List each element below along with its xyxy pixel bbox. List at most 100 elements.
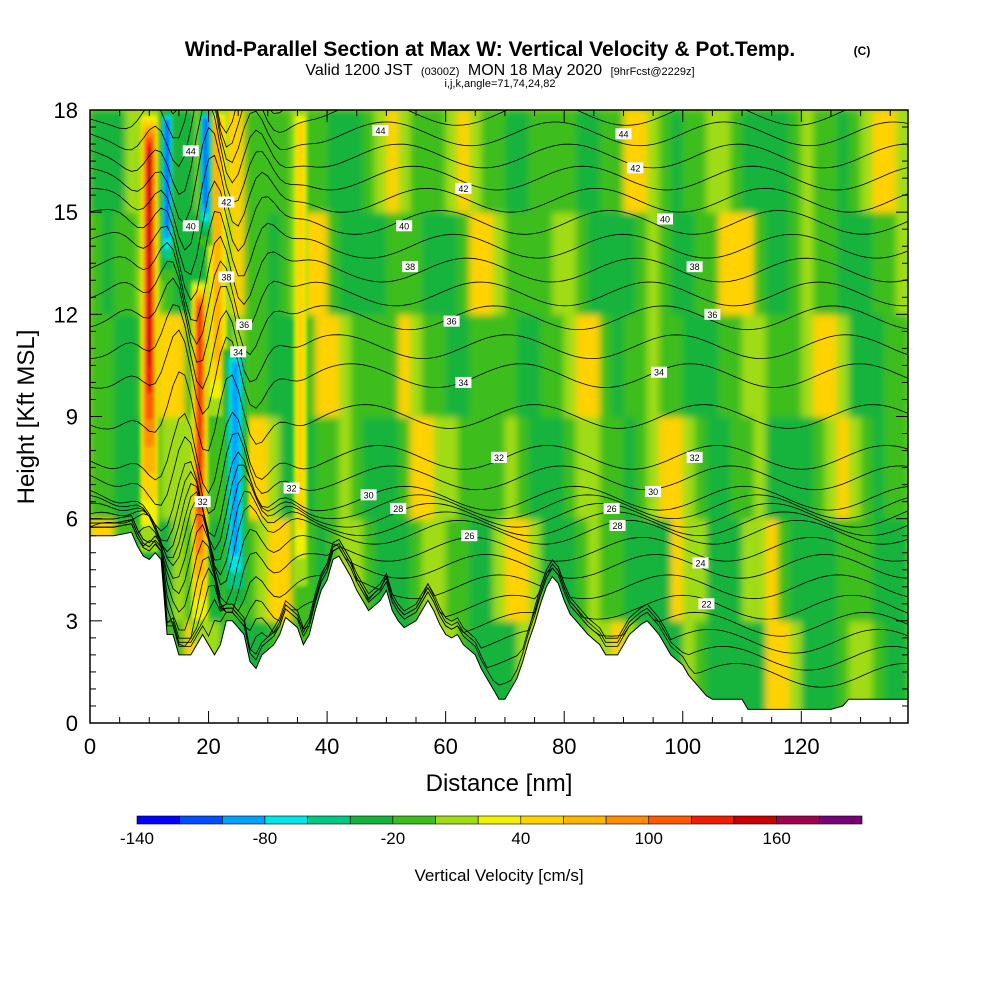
chart-title-mark: (C) [854,44,871,58]
velocity-band [386,416,399,520]
y-axis-label: Height [Kft MSL] [13,330,40,505]
velocity-band [421,110,435,213]
contour-label: 32 [194,496,211,508]
velocity-band [718,314,731,418]
x-tick-label: 100 [664,734,701,759]
velocity-band [576,110,589,213]
isentrope-line [90,304,908,390]
isentrope-line [90,371,908,452]
velocity-band [813,416,826,520]
velocity-band [528,110,542,213]
velocity-band [611,212,625,315]
velocity-band [172,110,186,213]
velocity-band [730,314,743,418]
velocity-band [493,314,506,418]
velocity-band [576,212,589,315]
colorbar-swatch [691,815,735,825]
contour-label-text: 44 [186,146,196,156]
contour-label-text: 44 [375,126,385,136]
velocity-band [445,314,459,418]
velocity-band [315,314,328,418]
isentrope-line [90,110,908,168]
velocity-band [552,314,565,418]
contour-label-bg [218,271,235,283]
velocity-band [742,416,755,520]
velocity-band [659,314,672,418]
velocity-band [244,212,257,315]
contour-label: 36 [443,315,460,327]
velocity-band [730,518,743,622]
velocity-band [587,212,601,315]
velocity-band [860,110,874,213]
velocity-band [706,212,719,315]
velocity-band [125,314,139,418]
velocity-band [730,620,743,723]
contour-label: 32 [491,451,507,463]
velocity-band [860,620,874,723]
y-tick-label: 15 [54,200,78,225]
velocity-band [374,212,387,315]
velocity-band [125,416,139,520]
colorbar-swatch [776,815,820,825]
velocity-band [765,314,779,418]
contour-label-bg [455,182,472,194]
velocity-band [789,212,802,315]
velocity-band [718,212,731,315]
velocity-band [362,212,376,315]
velocity-band [670,416,684,520]
isentrope-line [90,497,908,586]
velocity-band [884,212,897,315]
velocity-band [730,212,743,315]
velocity-band [421,416,435,520]
velocity-band [635,110,648,213]
colorbar-swatch [264,815,308,825]
velocity-band [552,212,565,315]
isentrope-line [90,515,908,613]
velocity-band [647,110,660,213]
velocity-band [742,110,755,213]
contour-label-bg [651,366,668,378]
velocity-band [848,110,862,213]
velocity-band [682,416,696,520]
colorbar-swatch [221,815,266,825]
isentrope-line [90,519,908,631]
x-tick-label: 120 [783,734,820,759]
velocity-band [255,110,269,213]
contour-label-bg [627,162,644,174]
velocity-band [694,518,708,622]
velocity-band [884,416,897,520]
velocity-band [576,416,589,520]
contour-label: 40 [396,220,413,232]
velocity-band [730,416,743,520]
velocity-band [670,314,684,418]
velocity-band [742,314,755,418]
velocity-band [682,110,696,213]
velocity-band [90,110,103,213]
velocity-band [659,212,672,315]
velocity-band [172,518,186,622]
velocity-band [848,620,862,723]
contour-label-bg [182,220,199,232]
downdraft-core-2 [203,118,208,206]
colorbar-swatch [819,815,863,825]
contour-label: 28 [390,502,407,514]
velocity-band [647,314,660,418]
velocity-band [564,110,577,213]
x-axis: 0 20 40 60 80 100 120 [84,110,891,759]
isentrope-line [90,235,908,322]
x-tick-label: 0 [84,734,96,759]
velocity-band [516,518,530,622]
velocity-band [362,314,376,418]
velocity-band [587,518,601,622]
contour-label-bg [218,196,235,208]
velocity-band [647,518,660,622]
velocity-band [113,110,127,213]
contour-label: 42 [218,196,235,208]
velocity-band [481,212,494,315]
velocity-band [267,212,281,315]
velocity-band [813,518,826,622]
velocity-band [694,314,708,418]
velocity-band [232,212,245,315]
velocity-band [493,518,506,622]
velocity-band [611,518,625,622]
